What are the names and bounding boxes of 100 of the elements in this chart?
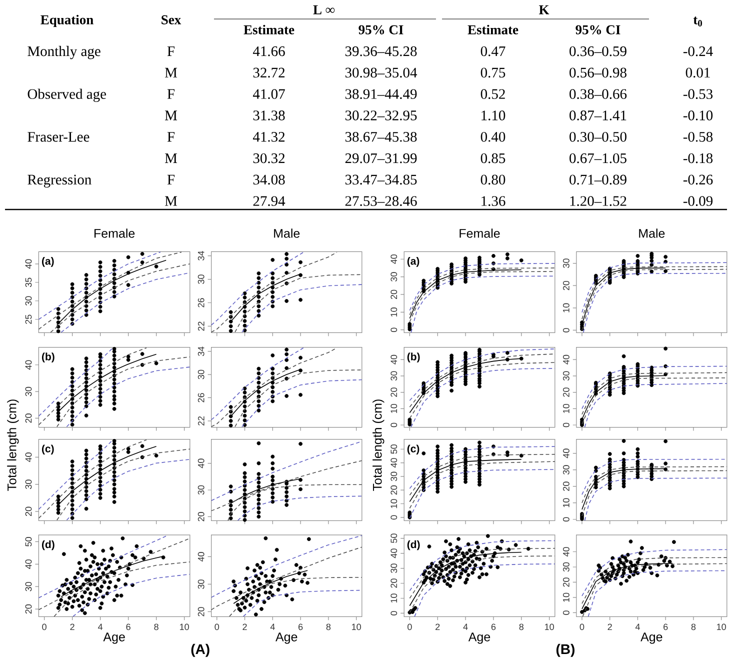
text: F [167,174,175,184]
text: 38.91–44.49 [345,89,417,99]
y-axis-title: Total length (cm) [7,400,19,491]
x-tick-label: 4 [463,624,468,630]
x-tick-label: 4 [635,624,640,630]
text: 27.94 [253,196,286,206]
text: 0.01 [686,68,710,78]
y-tick-label: 26 [198,298,204,308]
annotation: (d) [407,540,420,550]
text: 41.32 [252,132,285,142]
y-tick-label: 50 [390,534,398,543]
y-tick-label: 40 [390,458,398,468]
text: Equation [40,14,94,28]
y-tick-label: 50 [390,444,398,454]
text: 0.67–1.05 [570,153,626,164]
y-tick-label: 30 [198,580,204,589]
text: Monthly age [28,46,100,60]
y-tick-label: 0 [390,328,398,332]
y-tick-label: 40 [390,354,398,364]
text: 30.98–35.04 [345,68,418,78]
y-tick-label: 30 [25,386,32,396]
y-tick-label: 0 [390,422,398,428]
x-tick-label: 6 [126,624,130,630]
text: -0.18 [683,153,713,164]
x-tick-label: 0 [580,624,584,630]
x-tick-label: 8 [691,624,696,630]
chart-title: Female [94,228,135,238]
text: F [167,132,175,142]
text: -0.24 [683,46,713,56]
y-tick-label: 40 [390,254,398,264]
text: 0.40 [480,132,506,142]
y-axis-title: Total length (cm) [372,400,384,491]
text: 1.20–1.52 [570,196,626,206]
text: 31.38 [253,110,285,120]
y-tick-label: 40 [562,354,570,364]
y-tick-label: 0 [562,422,570,428]
y-tick-label: 34 [198,346,204,356]
text: (B) [556,644,574,657]
text: L ∞ [313,5,335,14]
x-axis-title: Age [276,632,298,644]
text: 1.36 [482,196,506,206]
x-tick-label: 2 [242,624,247,630]
y-tick-label: 20 [562,280,570,290]
x-tick-label: 6 [664,624,668,630]
y-tick-label: 40 [562,448,570,458]
text: -0.09 [683,196,713,206]
y-tick-label: 40 [198,458,204,468]
text: 41.66 [252,46,285,56]
y-tick-label: 20 [25,604,32,614]
chart-title: Male [274,228,300,238]
y-tick-label: 30 [198,274,204,284]
y-tick-label: 30 [198,485,204,495]
x-tick-label: 0 [42,624,46,630]
y-tick-label: 30 [562,258,570,268]
text: Fraser-Lee [28,132,90,142]
y-tick-label: 40 [25,452,32,462]
y-tick-label: 20 [25,506,32,516]
text: M [164,153,178,163]
y-tick-label: 20 [25,414,32,423]
text: 0.75 [480,68,506,78]
annotation: (a) [42,257,54,267]
text: Estimate [468,24,518,34]
y-tick-label: 0 [562,328,570,332]
x-tick-label: 4 [270,624,275,630]
y-tick-label: 40 [562,547,570,557]
text: 0.30–0.50 [570,132,626,142]
y-tick-label: 10 [390,404,398,413]
y-tick-label: 20 [198,512,204,522]
annotation: (b) [407,352,420,362]
text: 32.72 [253,68,285,78]
x-tick-label: 6 [491,624,496,630]
y-tick-label: 10 [390,308,398,316]
y-tick-label: 30 [25,582,32,592]
y-tick-label: 40 [25,259,32,269]
text: 38.67–45.38 [345,132,417,142]
x-tick-label: 10 [545,624,554,630]
y-tick-label: 20 [562,578,570,587]
x-tick-label: 8 [154,624,158,630]
x-axis-title: Age [640,632,662,644]
text: K [538,5,550,14]
text: -0.58 [683,132,713,142]
x-tick-label: 4 [98,624,103,630]
y-tick-label: 26 [198,393,204,402]
text: (A) [191,644,210,657]
y-tick-label: 30 [562,562,570,572]
x-tick-label: 10 [352,624,361,630]
y-tick-label: 30 [562,465,570,474]
x-tick-label: 8 [519,624,524,630]
text: Sex [162,15,182,24]
y-tick-label: 0 [390,611,398,616]
y-tick-label: 34 [198,251,204,260]
text: 30.32 [253,153,285,164]
y-tick-label: 35 [25,278,32,288]
text: 1.10 [482,110,506,120]
y-tick-label: 30 [25,296,32,306]
text: -0.26 [683,174,713,185]
x-tick-label: 2 [608,624,612,630]
y-tick-label: 50 [25,537,32,546]
text: M [164,110,178,120]
y-tick-label: 20 [390,290,398,300]
